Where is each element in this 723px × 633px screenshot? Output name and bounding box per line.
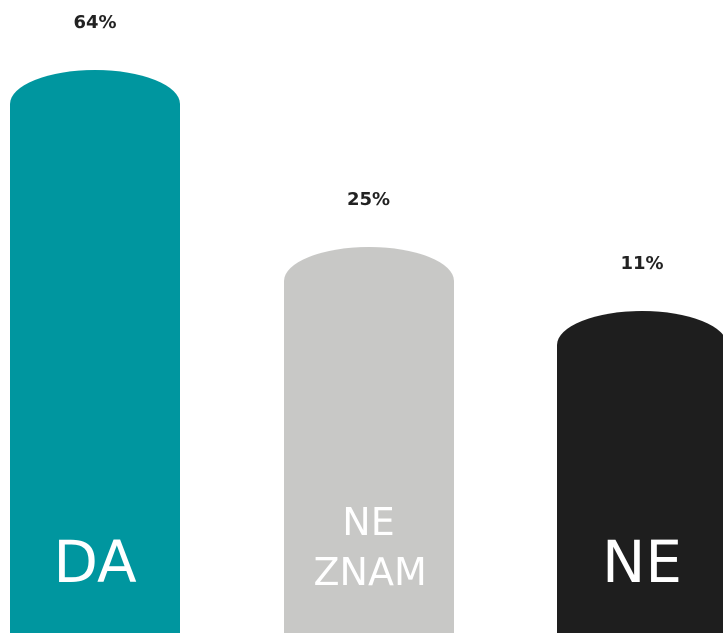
category-label: NE [601, 528, 683, 596]
value-label: 25% [346, 189, 391, 211]
value-label: 11% [620, 252, 664, 274]
value-label: 64% [73, 12, 117, 33]
bar: NE [557, 310, 723, 633]
category-label: DA [53, 528, 137, 596]
category-label: NE ZNAM [313, 500, 427, 594]
bar: DA [10, 70, 180, 633]
bar: NE ZNAM [283, 247, 454, 633]
